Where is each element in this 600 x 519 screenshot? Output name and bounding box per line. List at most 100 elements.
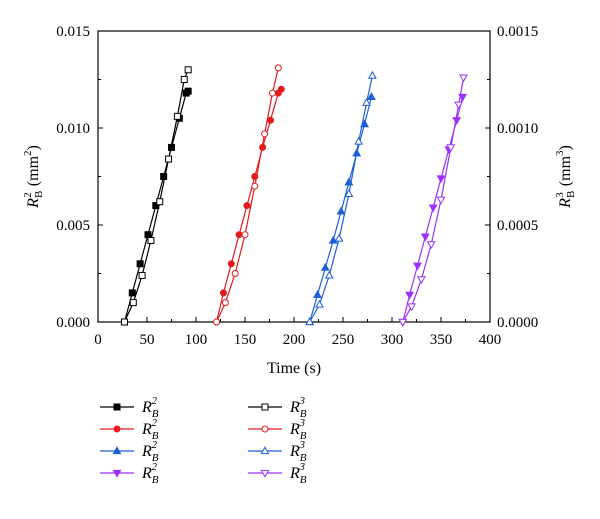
series-line bbox=[123, 69, 189, 323]
series-7 bbox=[398, 74, 468, 327]
legend-marker bbox=[113, 425, 121, 433]
legend-label: RB3 bbox=[289, 439, 307, 464]
series-line bbox=[215, 88, 282, 323]
data-point bbox=[156, 198, 164, 206]
data-point bbox=[129, 299, 137, 307]
legend-marker bbox=[261, 425, 269, 433]
data-point bbox=[407, 303, 417, 312]
data-point bbox=[144, 231, 152, 239]
data-point bbox=[436, 196, 446, 205]
series-3 bbox=[213, 64, 282, 326]
data-point bbox=[413, 262, 422, 271]
data-point bbox=[173, 112, 181, 120]
series-5 bbox=[305, 70, 377, 326]
data-point bbox=[266, 116, 274, 124]
data-point bbox=[366, 92, 376, 101]
legend-label: RB3 bbox=[289, 417, 307, 442]
legend-label: RB3 bbox=[289, 395, 307, 420]
y-left-tick-label: 0.000 bbox=[56, 315, 90, 331]
legend: RB2 RB3 RB2 RB3 RB2 RB3 RB2 RB3 bbox=[100, 395, 307, 486]
legend-item: RB3 bbox=[248, 395, 307, 420]
data-point bbox=[354, 136, 364, 145]
data-point bbox=[251, 182, 259, 190]
y-right-tick-label: 0.0000 bbox=[497, 315, 538, 331]
legend-marker bbox=[260, 446, 270, 455]
legend-item: RB2 bbox=[100, 439, 159, 464]
series-1 bbox=[120, 66, 192, 326]
series-line bbox=[216, 67, 279, 323]
data-point bbox=[334, 233, 344, 242]
data-point bbox=[436, 175, 446, 184]
data-point bbox=[213, 318, 221, 326]
y-left-tick-label: 0.010 bbox=[56, 121, 90, 137]
legend-label: RB3 bbox=[289, 461, 307, 486]
series-line bbox=[402, 77, 465, 323]
legend-marker bbox=[112, 469, 122, 478]
x-axis-title: Time (s) bbox=[267, 360, 321, 377]
data-point bbox=[426, 241, 436, 250]
legend-label: RB2 bbox=[141, 395, 159, 420]
plot-frame bbox=[97, 30, 491, 323]
data-point bbox=[320, 262, 330, 271]
data-point bbox=[405, 291, 415, 300]
legend-item: RB3 bbox=[248, 439, 307, 464]
data-point bbox=[454, 101, 464, 110]
axes-layer: 0 50 100 150 200 250 300 350 400 0.000 0.005 0.010 0… bbox=[22, 24, 577, 377]
series-layer bbox=[120, 64, 468, 327]
data-point bbox=[446, 144, 456, 153]
data-point bbox=[219, 289, 227, 297]
data-point bbox=[235, 231, 243, 239]
y-right-tick-label: 0.0010 bbox=[497, 121, 538, 137]
y-left-tick-label: 0.005 bbox=[56, 218, 90, 234]
legend-marker bbox=[260, 469, 270, 478]
data-point bbox=[313, 290, 322, 298]
x-tick-label: 50 bbox=[140, 332, 155, 348]
data-point bbox=[165, 155, 173, 163]
data-point bbox=[336, 206, 346, 215]
x-tick-label: 200 bbox=[283, 332, 306, 348]
legend-marker bbox=[112, 446, 122, 455]
y-left-axis-title: RB2 (mm2) bbox=[22, 145, 45, 209]
data-point bbox=[128, 289, 136, 297]
x-tick-label: 400 bbox=[479, 332, 502, 348]
data-point bbox=[277, 85, 285, 93]
legend-item: RB2 bbox=[100, 417, 159, 442]
data-point bbox=[362, 97, 371, 106]
y-right-tick-label: 0.0015 bbox=[497, 24, 538, 40]
series-6 bbox=[398, 93, 468, 327]
data-point bbox=[398, 318, 408, 327]
series-line bbox=[123, 90, 189, 323]
data-point bbox=[120, 318, 128, 326]
y-right-axis-title: RB3 (mm3) bbox=[554, 145, 577, 209]
legend-marker bbox=[261, 403, 269, 411]
data-point bbox=[268, 89, 276, 97]
x-tick-label: 300 bbox=[381, 332, 404, 348]
series-0 bbox=[120, 87, 192, 326]
x-tick-label: 250 bbox=[332, 332, 355, 348]
data-point bbox=[344, 189, 354, 198]
data-point bbox=[243, 202, 251, 210]
series-2 bbox=[213, 85, 285, 326]
data-point bbox=[367, 70, 377, 79]
data-point bbox=[221, 299, 229, 307]
legend-item: RB2 bbox=[100, 461, 159, 486]
y-left-tick-label: 0.015 bbox=[56, 24, 90, 40]
y-right-tick-label: 0.0005 bbox=[497, 218, 538, 234]
legend-marker bbox=[113, 403, 121, 411]
data-point bbox=[231, 270, 239, 277]
data-point bbox=[315, 299, 324, 308]
data-point bbox=[324, 270, 334, 279]
data-point bbox=[241, 231, 249, 239]
x-tick-label: 350 bbox=[430, 332, 453, 348]
legend-item: RB3 bbox=[248, 417, 307, 442]
data-point bbox=[227, 260, 235, 268]
data-point bbox=[428, 204, 438, 213]
data-point bbox=[147, 237, 155, 245]
data-point bbox=[184, 66, 192, 74]
data-point bbox=[160, 173, 168, 180]
data-point bbox=[274, 64, 282, 72]
legend-label: RB2 bbox=[141, 417, 159, 442]
legend-item: RB2 bbox=[100, 395, 159, 420]
data-point bbox=[184, 87, 192, 95]
